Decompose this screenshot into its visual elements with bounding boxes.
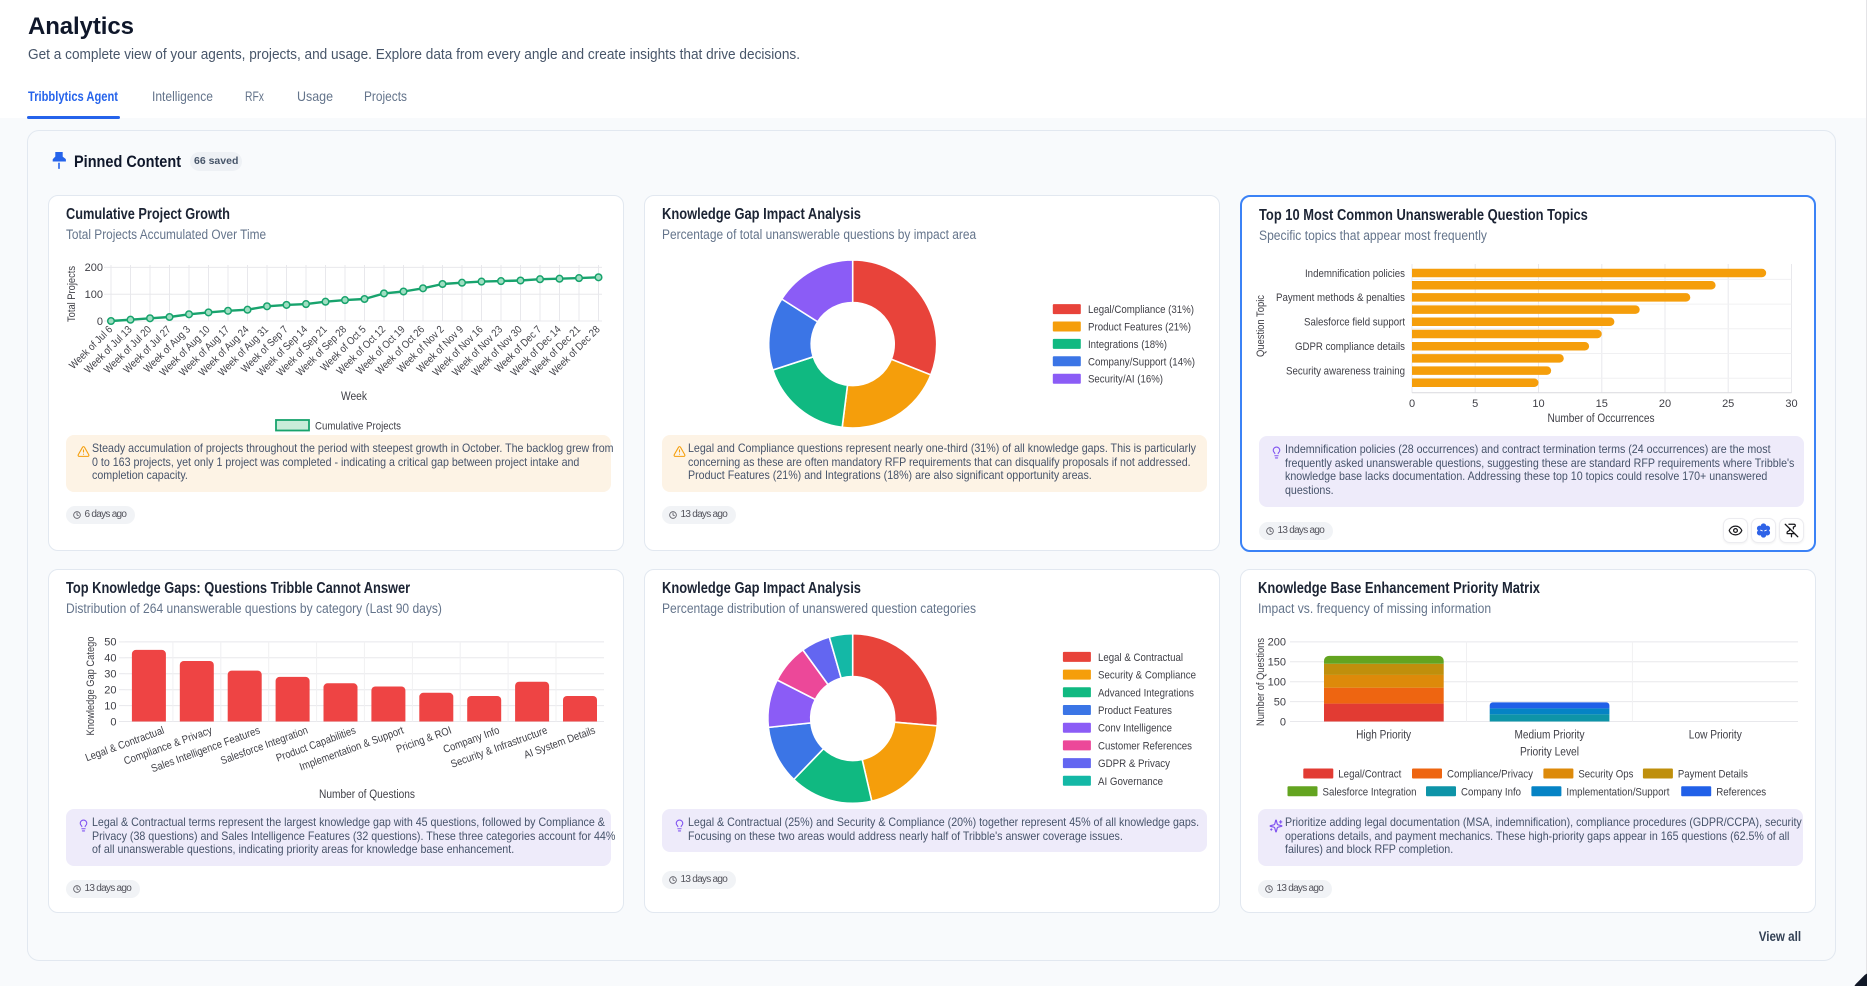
svg-text:5: 5 bbox=[1472, 398, 1478, 410]
svg-text:Security/AI (16%): Security/AI (16%) bbox=[1088, 374, 1163, 386]
svg-text:Compliance/Privacy: Compliance/Privacy bbox=[1447, 769, 1533, 781]
svg-text:10: 10 bbox=[1532, 398, 1544, 410]
svg-text:Knowledge Gap Catego: Knowledge Gap Catego bbox=[85, 637, 97, 736]
svg-text:GDPR compliance details: GDPR compliance details bbox=[1295, 341, 1405, 353]
svg-text:0: 0 bbox=[1280, 716, 1286, 728]
svg-text:20: 20 bbox=[104, 685, 116, 697]
svg-text:200: 200 bbox=[85, 262, 103, 274]
svg-text:100: 100 bbox=[85, 289, 103, 301]
svg-text:Company Info: Company Info bbox=[1461, 786, 1521, 798]
svg-text:25: 25 bbox=[1722, 398, 1734, 410]
svg-text:Medium Priority: Medium Priority bbox=[1515, 730, 1585, 742]
svg-text:Conv Intelligence: Conv Intelligence bbox=[1098, 723, 1172, 735]
svg-text:0: 0 bbox=[1409, 398, 1415, 410]
svg-text:Security & Compliance: Security & Compliance bbox=[1098, 670, 1196, 682]
svg-text:20: 20 bbox=[1659, 398, 1671, 410]
svg-text:Product Features: Product Features bbox=[1098, 705, 1172, 717]
svg-text:40: 40 bbox=[104, 653, 116, 665]
svg-text:Payment methods & penalties: Payment methods & penalties bbox=[1276, 292, 1405, 304]
svg-text:High Priority: High Priority bbox=[1356, 730, 1411, 742]
svg-text:0: 0 bbox=[97, 316, 103, 328]
svg-text:Number of Questions: Number of Questions bbox=[1255, 638, 1267, 726]
svg-text:Salesforce Integration: Salesforce Integration bbox=[1323, 786, 1417, 798]
svg-text:50: 50 bbox=[1274, 696, 1286, 708]
svg-text:Cumulative Projects: Cumulative Projects bbox=[315, 421, 401, 433]
svg-text:Payment Details: Payment Details bbox=[1678, 769, 1748, 781]
svg-text:AI Governance: AI Governance bbox=[1098, 776, 1163, 788]
svg-text:100: 100 bbox=[1268, 677, 1286, 689]
svg-text:Security awareness training: Security awareness training bbox=[1286, 365, 1405, 377]
svg-text:Legal & Contractual: Legal & Contractual bbox=[1098, 652, 1183, 664]
svg-text:0: 0 bbox=[110, 716, 116, 728]
svg-text:Security Ops: Security Ops bbox=[1578, 769, 1633, 781]
svg-text:Indemnification policies: Indemnification policies bbox=[1305, 268, 1405, 280]
svg-text:150: 150 bbox=[1268, 657, 1286, 669]
svg-text:10: 10 bbox=[104, 700, 116, 712]
svg-text:GDPR & Privacy: GDPR & Privacy bbox=[1098, 758, 1170, 770]
svg-text:Company/Support (14%): Company/Support (14%) bbox=[1088, 356, 1195, 368]
svg-text:Priority Level: Priority Level bbox=[1520, 747, 1579, 759]
svg-text:Question Topic: Question Topic bbox=[1255, 295, 1267, 357]
svg-text:Total Projects: Total Projects bbox=[66, 266, 78, 322]
svg-text:30: 30 bbox=[1785, 398, 1797, 410]
svg-text:Low Priority: Low Priority bbox=[1689, 730, 1742, 742]
svg-text:Implementation/Support: Implementation/Support bbox=[1566, 786, 1669, 798]
svg-text:50: 50 bbox=[104, 637, 116, 649]
svg-text:Advanced Integrations: Advanced Integrations bbox=[1098, 687, 1194, 699]
svg-text:Product Features (21%): Product Features (21%) bbox=[1088, 322, 1191, 334]
svg-text:Salesforce field support: Salesforce field support bbox=[1304, 317, 1405, 329]
svg-text:Number of Questions: Number of Questions bbox=[319, 789, 415, 801]
svg-text:Legal/Contract: Legal/Contract bbox=[1338, 769, 1401, 781]
svg-text:Legal/Compliance (31%): Legal/Compliance (31%) bbox=[1088, 304, 1194, 316]
svg-text:Number of Occurrences: Number of Occurrences bbox=[1548, 413, 1655, 425]
svg-text:Customer References: Customer References bbox=[1098, 740, 1192, 752]
svg-text:30: 30 bbox=[104, 669, 116, 681]
svg-text:Week: Week bbox=[341, 391, 367, 403]
svg-text:References: References bbox=[1716, 786, 1766, 798]
svg-text:15: 15 bbox=[1596, 398, 1608, 410]
svg-text:Integrations (18%): Integrations (18%) bbox=[1088, 339, 1167, 351]
svg-text:200: 200 bbox=[1268, 637, 1286, 649]
